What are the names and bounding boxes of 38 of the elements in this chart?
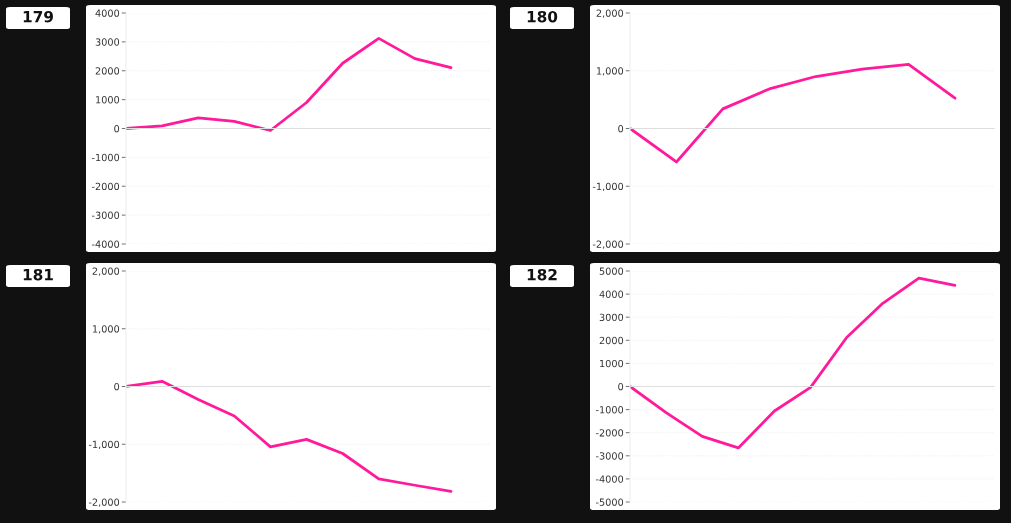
chart-title: 179 <box>23 10 53 23</box>
y-tick-label: 2000 <box>95 67 120 75</box>
y-tick-label: -1000 <box>595 406 624 414</box>
chart-title: 182 <box>527 268 557 281</box>
y-tick-label: 0 <box>114 124 120 133</box>
line-series <box>126 379 453 493</box>
y-tick-label: 4000 <box>599 290 624 298</box>
y-tick-label: 3000 <box>599 313 624 322</box>
y-tick-label: 4000 <box>95 9 120 17</box>
y-tick-label: 1000 <box>600 359 624 368</box>
y-tick-label: -2000 <box>91 182 120 191</box>
y-tick-label: -1000 <box>91 153 120 162</box>
line-series <box>126 37 453 132</box>
y-tick-label: 1000 <box>96 96 120 104</box>
y-tick-label: -2000 <box>595 429 624 437</box>
y-tick-label: -5000 <box>595 498 624 506</box>
y-tick-label: 2,000 <box>596 9 624 18</box>
y-tick-label: -4000 <box>91 240 120 248</box>
y-tick-label: 3000 <box>95 38 120 46</box>
chart-title: 180 <box>527 10 558 23</box>
chart-title: 181 <box>23 268 53 281</box>
y-tick-label: -3000 <box>91 211 120 219</box>
y-tick-label: 1,000 <box>596 67 624 76</box>
y-tick-label: -3000 <box>595 452 624 460</box>
y-tick-label: 0 <box>618 382 624 391</box>
y-tick-label: 0 <box>114 382 120 391</box>
y-tick-label: -4000 <box>595 475 624 483</box>
y-tick-label: 2,000 <box>92 267 120 276</box>
y-tick-label: -2,000 <box>592 240 624 249</box>
line-series <box>630 276 957 450</box>
line-series <box>630 63 957 164</box>
y-tick-label: 2000 <box>599 336 624 345</box>
y-tick-label: 0 <box>618 124 624 133</box>
y-tick-label: 1,000 <box>92 325 120 334</box>
y-tick-label: -1,000 <box>88 440 120 450</box>
y-tick-label: -1,000 <box>592 182 624 192</box>
y-tick-label: 5000 <box>599 267 624 275</box>
y-tick-label: -2,000 <box>88 498 120 507</box>
